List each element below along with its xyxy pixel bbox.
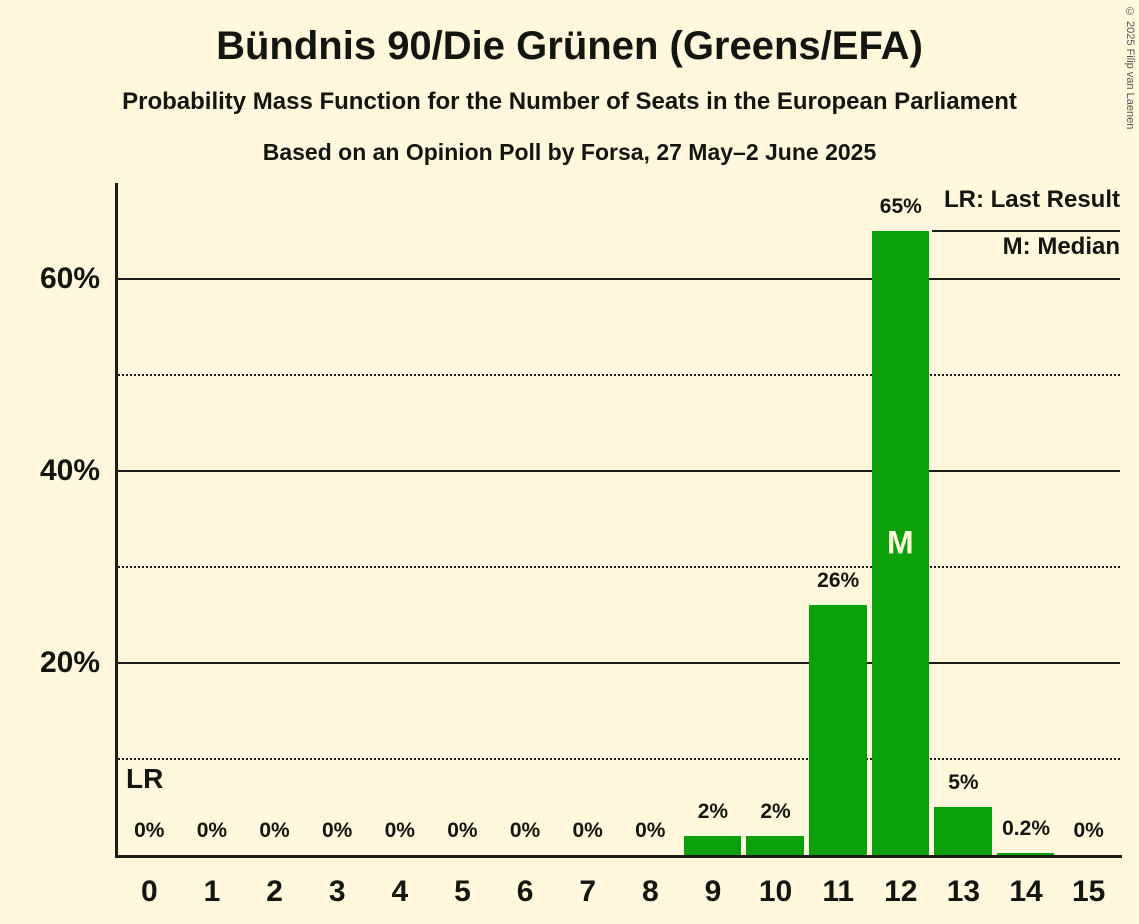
bar-value-label-1: 0% (196, 819, 228, 842)
xtick-5: 5 (454, 875, 471, 908)
bar-seat-9 (683, 835, 742, 855)
xtick-1: 1 (203, 875, 221, 908)
legend-median: M: Median (1002, 233, 1120, 260)
y-axis (115, 183, 118, 858)
bar-value-label-0: 0% (134, 819, 165, 842)
bar-value-label-6: 0% (509, 819, 541, 842)
bar-value-label-10: 2% (760, 799, 791, 823)
bar-value-label-3: 0% (322, 819, 353, 842)
bar-seat-10 (746, 835, 804, 855)
xtick-7: 7 (579, 875, 597, 908)
chart-title: Bündnis 90/Die Grünen (Greens/EFA) (216, 24, 923, 68)
gridline-dotted-10 (118, 758, 1120, 760)
ytick-60: 60% (39, 262, 100, 295)
xtick-2: 2 (266, 875, 283, 908)
bar-value-label-14: 0.2% (1002, 817, 1050, 841)
bar-value-label-9: 2% (697, 799, 729, 823)
bar-seat-12: M (871, 231, 930, 855)
poll-source-line: Based on an Opinion Poll by Forsa, 27 Ma… (262, 139, 877, 165)
median-level-line (932, 230, 1120, 232)
last-result-label: LR (126, 763, 164, 794)
bar-seat-11 (808, 605, 867, 855)
gridline-solid-20 (118, 662, 1120, 664)
bar-value-label-8: 0% (635, 819, 666, 842)
xtick-8: 8 (641, 875, 659, 908)
bar-value-label-4: 0% (384, 819, 415, 842)
chart-subtitle: Probability Mass Function for the Number… (122, 88, 1017, 115)
xtick-9: 9 (704, 875, 722, 908)
xtick-12: 12 (884, 875, 918, 908)
xtick-13: 13 (946, 875, 981, 908)
bar-seat-13 (934, 807, 992, 855)
xtick-11: 11 (822, 875, 855, 908)
gridline-solid-40 (118, 470, 1120, 472)
bar-value-label-13: 5% (948, 771, 979, 794)
bar-value-label-11: 26% (817, 569, 860, 593)
median-marker: M (886, 524, 914, 561)
ytick-40: 40% (39, 454, 100, 487)
legend-last-result: LR: Last Result (943, 186, 1120, 213)
xtick-14: 14 (1009, 875, 1043, 908)
bar-value-label-12: 65% (879, 195, 922, 218)
xtick-3: 3 (328, 875, 346, 908)
xtick-15: 15 (1072, 875, 1106, 908)
bar-value-label-7: 0% (572, 819, 603, 842)
xtick-6: 6 (516, 875, 534, 908)
bar-value-label-5: 0% (447, 819, 478, 842)
gridline-dotted-30 (118, 566, 1120, 568)
bar-value-label-2: 0% (259, 819, 290, 842)
x-axis (115, 855, 1122, 858)
plot-area: 0% 0% 0% 0% 0% 0% 0% 0% 0% 2% 2% 26% M 65% 5% 0.2% 0% LR (118, 183, 1120, 855)
copyright-notice: © 2025 Filip van Laenen (1124, 6, 1136, 130)
gridline-solid-60 (118, 278, 1120, 280)
bar-seat-14 (996, 853, 1055, 855)
bar-value-label-15: 0% (1073, 819, 1104, 842)
ytick-20: 20% (39, 646, 100, 679)
xtick-10: 10 (758, 875, 793, 908)
xtick-0: 0 (140, 875, 158, 908)
gridline-dotted-50 (118, 374, 1120, 376)
xtick-4: 4 (391, 875, 409, 908)
